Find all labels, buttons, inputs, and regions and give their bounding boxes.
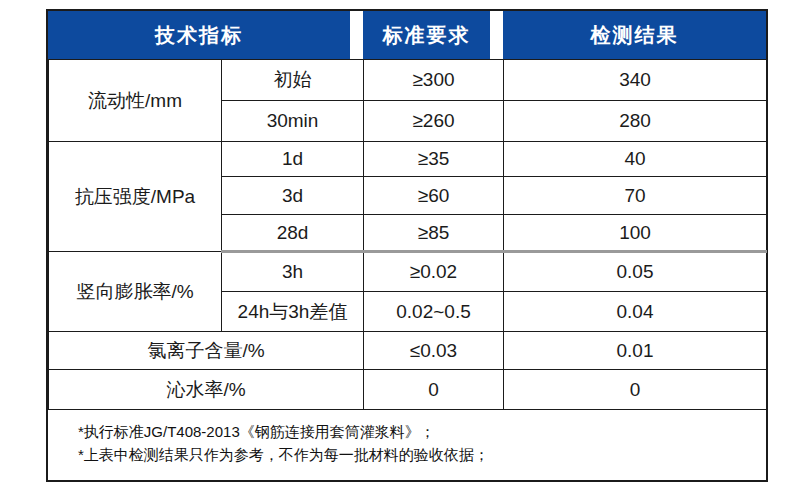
sub-indicator-cell: 1d bbox=[222, 142, 364, 177]
standard-cell: 0 bbox=[364, 370, 504, 410]
standard-cell: ≥85 bbox=[364, 215, 504, 252]
result-cell: 0.04 bbox=[504, 292, 767, 332]
result-cell: 0.05 bbox=[504, 252, 767, 292]
result-cell: 70 bbox=[504, 177, 767, 215]
footnote-standard-reference: *执行标准JG/T408-2013《钢筋连接用套筒灌浆料》； bbox=[78, 420, 766, 443]
table-row: 沁水率/% 0 0 bbox=[49, 370, 767, 410]
result-cell: 340 bbox=[504, 60, 767, 101]
group-label-compressive-strength: 抗压强度/MPa bbox=[49, 142, 222, 252]
result-cell: 0.01 bbox=[504, 332, 767, 370]
sub-indicator-cell: 初始 bbox=[222, 60, 364, 101]
standard-cell: ≥0.02 bbox=[364, 252, 504, 292]
result-cell: 100 bbox=[504, 215, 767, 252]
standard-cell: ≥260 bbox=[364, 101, 504, 142]
group-label-fluidity: 流动性/mm bbox=[49, 60, 222, 142]
merged-label-bleeding-rate: 沁水率/% bbox=[49, 370, 364, 410]
header-cell-result: 检测结果 bbox=[503, 11, 766, 59]
header-cell-indicator: 技术指标 bbox=[48, 11, 350, 59]
footnotes: *执行标准JG/T408-2013《钢筋连接用套筒灌浆料》； *上表中检测结果只… bbox=[48, 410, 766, 489]
footnote-disclaimer: *上表中检测结果只作为参考，不作为每一批材料的验收依据； bbox=[78, 443, 766, 466]
group-label-vertical-expansion: 竖向膨胀率/% bbox=[49, 252, 222, 332]
header-gap bbox=[490, 11, 503, 59]
standard-cell: ≥60 bbox=[364, 177, 504, 215]
result-cell: 280 bbox=[504, 101, 767, 142]
sub-indicator-cell: 3d bbox=[222, 177, 364, 215]
merged-label-chloride-content: 氯离子含量/% bbox=[49, 332, 364, 370]
header-gap bbox=[350, 11, 363, 59]
sub-indicator-cell: 24h与3h差值 bbox=[222, 292, 364, 332]
result-cell: 40 bbox=[504, 142, 767, 177]
table-row: 抗压强度/MPa 1d ≥35 40 bbox=[49, 142, 767, 177]
sub-indicator-cell: 3h bbox=[222, 252, 364, 292]
result-cell: 0 bbox=[504, 370, 767, 410]
standard-cell: 0.02~0.5 bbox=[364, 292, 504, 332]
table-row: 流动性/mm 初始 ≥300 340 bbox=[49, 60, 767, 101]
standard-cell: ≥35 bbox=[364, 142, 504, 177]
header-cell-standard: 标准要求 bbox=[363, 11, 490, 59]
table-row: 竖向膨胀率/% 3h ≥0.02 0.05 bbox=[49, 252, 767, 292]
sub-indicator-cell: 28d bbox=[222, 215, 364, 252]
standard-cell: ≥300 bbox=[364, 60, 504, 101]
spec-table: 流动性/mm 初始 ≥300 340 30min ≥260 280 抗压强度/M… bbox=[48, 59, 767, 410]
spec-table-card: 技术指标 标准要求 检测结果 流动性/mm 初始 ≥300 340 30min … bbox=[46, 9, 768, 482]
table-header-row: 技术指标 标准要求 检测结果 bbox=[48, 11, 766, 59]
sub-indicator-cell: 30min bbox=[222, 101, 364, 142]
spec-sheet: 技术指标 标准要求 检测结果 流动性/mm 初始 ≥300 340 30min … bbox=[0, 0, 800, 500]
table-row: 氯离子含量/% ≤0.03 0.01 bbox=[49, 332, 767, 370]
standard-cell: ≤0.03 bbox=[364, 332, 504, 370]
